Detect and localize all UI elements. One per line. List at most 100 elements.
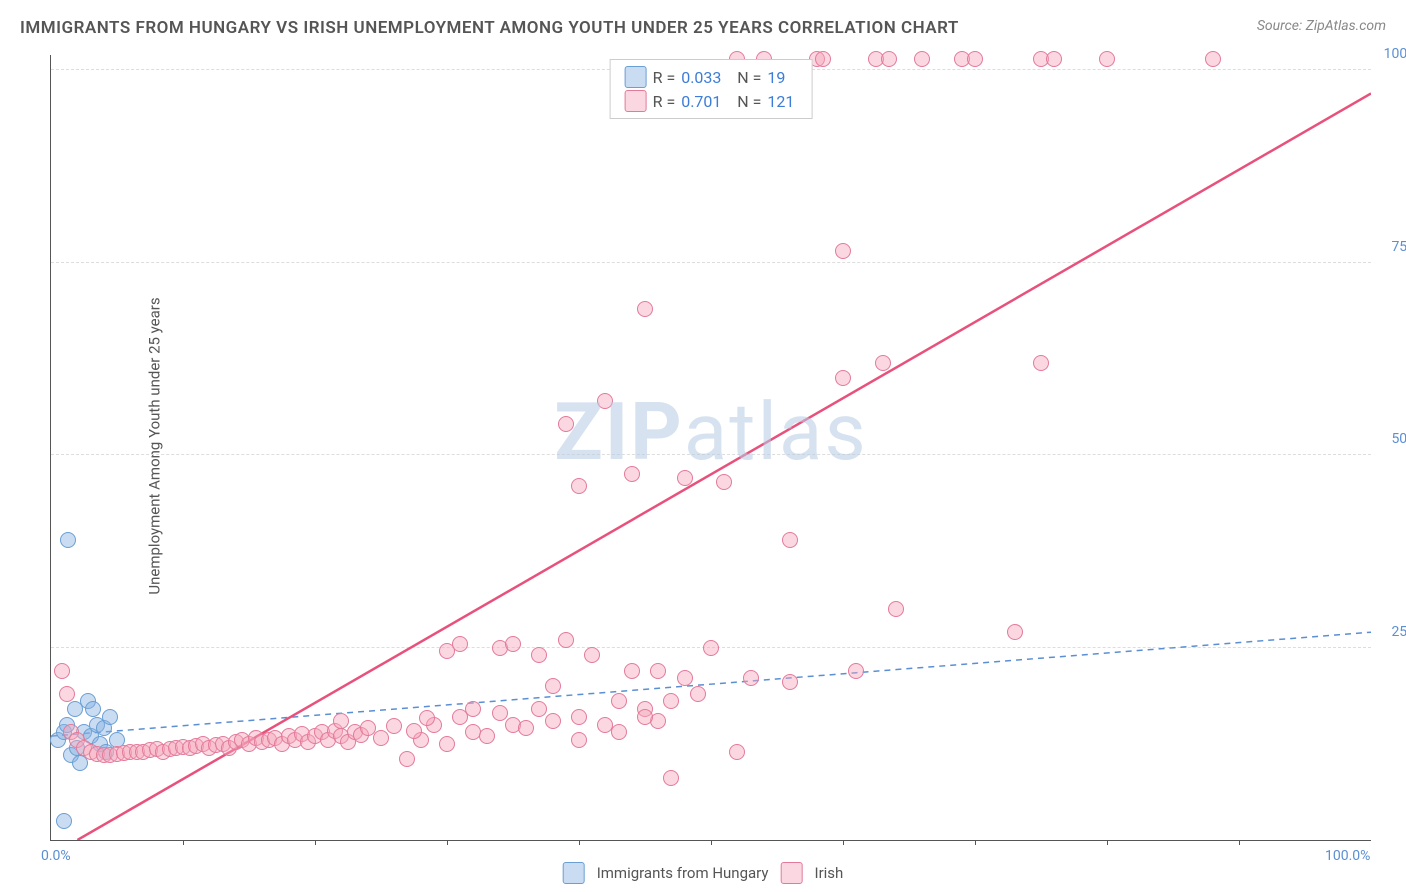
scatter-point [333, 713, 349, 729]
scatter-point [677, 670, 693, 686]
x-minor-tick [579, 840, 580, 845]
y-tick-label: 100.0% [1384, 46, 1406, 62]
scatter-point [716, 474, 732, 490]
scatter-point [531, 647, 547, 663]
scatter-point [518, 720, 534, 736]
scatter-point [835, 243, 851, 259]
scatter-point [611, 724, 627, 740]
n-value: 19 [767, 68, 797, 87]
scatter-point [677, 470, 693, 486]
scatter-point [624, 663, 640, 679]
legend-row: R = 0.033 N = 19 [625, 66, 798, 88]
scatter-point [703, 640, 719, 656]
scatter-point [729, 744, 745, 760]
scatter-point [875, 355, 891, 371]
scatter-point [439, 736, 455, 752]
scatter-point [663, 693, 679, 709]
legend-swatch [625, 90, 647, 112]
scatter-point [571, 478, 587, 494]
scatter-point [102, 709, 118, 725]
trend-lines-svg [51, 55, 1371, 840]
scatter-point [399, 751, 415, 767]
x-minor-tick [711, 840, 712, 845]
scatter-point [571, 709, 587, 725]
r-value: 0.701 [681, 92, 731, 111]
n-label: N = [737, 92, 761, 111]
legend-label: Immigrants from Hungary [597, 864, 769, 882]
scatter-point [782, 532, 798, 548]
scatter-point [967, 51, 983, 67]
scatter-point [663, 770, 679, 786]
scatter-point [571, 732, 587, 748]
watermark-light: atlas [684, 385, 868, 479]
grid-line [51, 262, 1371, 263]
scatter-point [888, 601, 904, 617]
scatter-point [558, 416, 574, 432]
scatter-point [597, 393, 613, 409]
scatter-point [1205, 51, 1221, 67]
n-label: N = [737, 68, 761, 87]
scatter-point [56, 813, 72, 829]
legend-swatch [780, 862, 802, 884]
scatter-point [690, 686, 706, 702]
scatter-point [637, 709, 653, 725]
scatter-point [386, 718, 402, 734]
scatter-point [492, 705, 508, 721]
scatter-point [1099, 51, 1115, 67]
x-tick-label: 0.0% [41, 848, 71, 864]
scatter-point [881, 51, 897, 67]
scatter-point [782, 674, 798, 690]
watermark-bold: ZIP [554, 385, 684, 479]
scatter-point [373, 730, 389, 746]
series-legend: Immigrants from Hungary Irish [563, 862, 844, 884]
scatter-point [637, 301, 653, 317]
legend-swatch [563, 862, 585, 884]
scatter-point [545, 713, 561, 729]
x-minor-tick [975, 840, 976, 845]
chart-title: IMMIGRANTS FROM HUNGARY VS IRISH UNEMPLO… [20, 18, 959, 38]
scatter-point [452, 636, 468, 652]
scatter-point [835, 370, 851, 386]
scatter-point [85, 701, 101, 717]
r-label: R = [653, 68, 676, 87]
y-tick-label: 50.0% [1391, 431, 1406, 447]
n-value: 121 [767, 92, 797, 111]
grid-line [51, 454, 1371, 455]
scatter-point [1033, 355, 1049, 371]
scatter-point [914, 51, 930, 67]
plot-area: ZIPatlas R = 0.033 N = 19 R = 0.701 N = … [50, 55, 1371, 841]
scatter-point [584, 647, 600, 663]
scatter-point [1046, 51, 1062, 67]
x-tick-label: 100.0% [1325, 848, 1370, 864]
scatter-point [558, 632, 574, 648]
scatter-point [505, 636, 521, 652]
x-minor-tick [315, 840, 316, 845]
scatter-point [531, 701, 547, 717]
correlation-legend: R = 0.033 N = 19 R = 0.701 N = 121 [610, 59, 813, 119]
legend-swatch [625, 66, 647, 88]
trend-line [77, 93, 1371, 840]
r-value: 0.033 [681, 68, 731, 87]
source-attribution: Source: ZipAtlas.com [1257, 18, 1386, 34]
x-minor-tick [843, 840, 844, 845]
scatter-point [611, 693, 627, 709]
scatter-point [1007, 624, 1023, 640]
scatter-point [624, 466, 640, 482]
scatter-point [743, 670, 759, 686]
scatter-point [650, 663, 666, 679]
x-minor-tick [183, 840, 184, 845]
x-minor-tick [1239, 840, 1240, 845]
scatter-point [479, 728, 495, 744]
chart-container: IMMIGRANTS FROM HUNGARY VS IRISH UNEMPLO… [0, 0, 1406, 892]
scatter-point [406, 723, 422, 739]
legend-row: R = 0.701 N = 121 [625, 90, 798, 112]
x-minor-tick [1107, 840, 1108, 845]
r-label: R = [653, 92, 676, 111]
scatter-point [815, 51, 831, 67]
scatter-point [465, 701, 481, 717]
legend-label: Irish [814, 864, 843, 882]
scatter-point [848, 663, 864, 679]
scatter-point [60, 532, 76, 548]
scatter-point [59, 686, 75, 702]
scatter-point [419, 710, 435, 726]
